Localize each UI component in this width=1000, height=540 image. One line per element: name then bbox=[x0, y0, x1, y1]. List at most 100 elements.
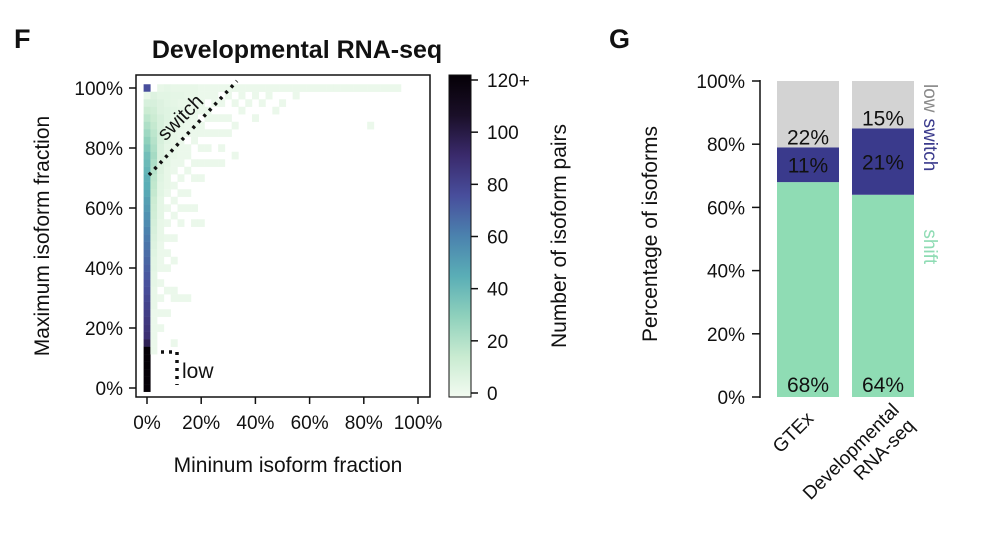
heatmap-cell bbox=[177, 129, 185, 137]
heatmap-cell bbox=[150, 346, 158, 355]
heatmap-title: Developmental RNA-seq bbox=[152, 36, 442, 64]
heatmap-cell bbox=[218, 114, 226, 122]
heatmap-cell bbox=[157, 181, 165, 190]
bar-y-tick-label: 20% bbox=[707, 325, 745, 346]
heatmap-cell bbox=[150, 301, 158, 310]
heatmap-cell bbox=[150, 339, 158, 347]
heatmap-cell bbox=[177, 84, 185, 92]
heatmap-cell bbox=[150, 256, 158, 265]
heatmap-cell bbox=[204, 84, 212, 92]
heatmap-cell bbox=[272, 106, 280, 115]
heatmap-cell bbox=[163, 84, 171, 92]
heatmap-cell bbox=[143, 106, 151, 115]
heatmap-cell bbox=[170, 144, 178, 152]
heatmap-cell bbox=[177, 121, 185, 130]
heatmap-cell bbox=[184, 166, 192, 175]
bar-value-label-low: 15% bbox=[862, 107, 904, 130]
heatmap-cell bbox=[143, 361, 151, 370]
heatmap-cell bbox=[353, 84, 361, 92]
heatmap-cell bbox=[150, 264, 158, 272]
heatmap-cell bbox=[306, 84, 314, 92]
heatmap-cell bbox=[170, 211, 178, 220]
heatmap-cell bbox=[143, 301, 151, 310]
heatmap-cell bbox=[204, 91, 212, 100]
colorbar-tick-label: 60 bbox=[487, 228, 508, 249]
heatmap-x-axis-label: Mininum isoform fraction bbox=[174, 454, 403, 477]
heatmap-cell bbox=[150, 226, 158, 235]
heatmap-cell bbox=[191, 114, 199, 122]
heatmap-cell bbox=[170, 286, 178, 295]
heatmap-frame bbox=[135, 74, 431, 398]
heatmap-cell bbox=[150, 279, 158, 287]
heatmap-cell bbox=[224, 114, 232, 122]
heatmap-cell bbox=[150, 271, 158, 280]
heatmap-cell bbox=[170, 129, 178, 137]
heatmap-cell bbox=[170, 84, 178, 92]
heatmap-cell bbox=[184, 204, 192, 212]
heatmap-cell bbox=[238, 91, 246, 100]
colorbar-tick-label: 0 bbox=[487, 384, 498, 405]
heatmap-cell bbox=[150, 286, 158, 295]
heatmap-cell bbox=[170, 159, 178, 167]
heatmap-cell bbox=[204, 159, 212, 167]
colorbar-tick-label: 100 bbox=[487, 123, 519, 144]
heatmap-cell bbox=[231, 84, 239, 92]
colorbar bbox=[448, 74, 472, 398]
heatmap-cell bbox=[184, 84, 192, 92]
bar-y-axis-label: Percentage of isoforms bbox=[639, 126, 662, 342]
heatmap-cell bbox=[218, 144, 226, 152]
heatmap-cell bbox=[157, 309, 165, 317]
heatmap-cell bbox=[143, 166, 151, 175]
heatmap-cell bbox=[163, 136, 171, 145]
heatmap-cell bbox=[170, 294, 178, 302]
heatmap-cell bbox=[191, 174, 199, 182]
heatmap-cell bbox=[177, 144, 185, 152]
heatmap-cell bbox=[224, 84, 232, 92]
heatmap-cell bbox=[177, 136, 185, 145]
bar-value-label-switch: 21% bbox=[862, 152, 904, 175]
heatmap-cell bbox=[157, 136, 165, 145]
heatmap-y-tick-label: 20% bbox=[85, 319, 123, 340]
heatmap-x-tick-label: 80% bbox=[345, 413, 383, 434]
heatmap-cells bbox=[143, 84, 402, 392]
heatmap-cell bbox=[143, 271, 151, 280]
heatmap-cell bbox=[387, 84, 395, 92]
heatmap-cell bbox=[157, 226, 165, 235]
legend-entry-switch: switch bbox=[919, 119, 940, 172]
colorbar-ticks: 0 20 40 60 80 100 120+ bbox=[471, 71, 530, 405]
bar-segment-low bbox=[777, 81, 839, 148]
heatmap-cell bbox=[231, 99, 239, 107]
heatmap-y-tick-label: 60% bbox=[85, 199, 123, 220]
heatmap-cell bbox=[191, 204, 199, 212]
heatmap-cell bbox=[163, 159, 171, 167]
low-region-outline bbox=[161, 350, 179, 385]
heatmap-cell bbox=[157, 256, 165, 265]
heatmap-cell bbox=[150, 196, 158, 205]
bar-value-label-shift: 64% bbox=[862, 374, 904, 397]
heatmap-cell bbox=[150, 121, 158, 130]
heatmap-cell bbox=[150, 234, 158, 242]
heatmap-cell bbox=[191, 121, 199, 130]
heatmap-cell bbox=[197, 106, 205, 115]
heatmap-cell bbox=[292, 84, 300, 92]
heatmap-cell bbox=[170, 234, 178, 242]
heatmap-cell bbox=[150, 99, 158, 107]
heatmap-cell bbox=[143, 256, 151, 265]
heatmap-y-tick-label: 100% bbox=[74, 79, 123, 100]
heatmap-cell bbox=[170, 106, 178, 115]
heatmap-cell bbox=[184, 99, 192, 107]
heatmap-cell bbox=[245, 84, 253, 92]
heatmap-cell bbox=[191, 219, 199, 227]
heatmap-cell bbox=[252, 84, 259, 92]
heatmap-y-tick-label: 40% bbox=[85, 259, 123, 280]
bar-segment-shift bbox=[852, 194, 914, 397]
heatmap-cell bbox=[143, 121, 151, 130]
heatmap-cell bbox=[292, 91, 300, 100]
heatmap-cell bbox=[184, 144, 192, 152]
heatmap-cell bbox=[150, 211, 158, 220]
bar-y-tick-label: 40% bbox=[707, 262, 745, 283]
heatmap-cell bbox=[163, 121, 171, 130]
heatmap-cell bbox=[157, 219, 165, 227]
